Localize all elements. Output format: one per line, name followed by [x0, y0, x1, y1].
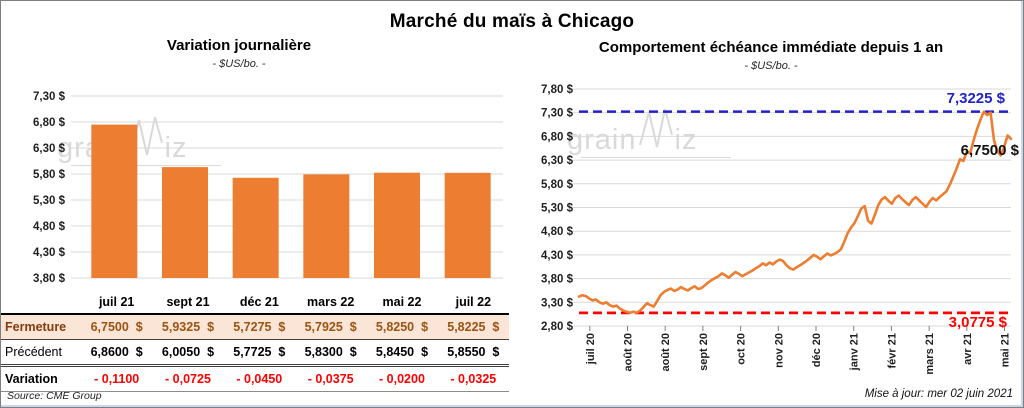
table-corner-cell [1, 290, 81, 315]
table-header-cell: sept 21 [152, 290, 224, 315]
watermark-text: iz [674, 124, 698, 156]
y-axis-label: 2,80 $ [541, 321, 574, 333]
bar-sept 21 [162, 167, 208, 278]
table-value-cell: - 0,0725 [152, 365, 224, 392]
y-axis-label: 6,80 $ [541, 131, 574, 143]
window-edge [1, 405, 1023, 407]
y-axis-label: 4,80 $ [33, 221, 66, 233]
y-axis-label: 5,30 $ [541, 203, 574, 215]
x-axis-label: juil 20 [585, 333, 597, 365]
x-axis-label: déc 20 [811, 333, 823, 367]
table-value-cell: 6,0050 $ [152, 339, 224, 367]
line-chart: 2,80 $ 3,30 $ 3,80 $ 4,30 $ 4,80 $ 5,30 $ 5,80… [541, 84, 1013, 375]
y-axis-label: 4,30 $ [541, 250, 574, 262]
x-axis-label: août 20 [660, 333, 672, 372]
x-axis-label: nov 20 [773, 333, 785, 368]
table-value-cell: 5,8300 $ [294, 339, 367, 367]
watermark-underline [71, 164, 221, 166]
table-value-cell: 5,9325 $ [152, 314, 224, 340]
table-value-cell: 5,7925 $ [294, 314, 367, 340]
table-value-cell: 5,8550 $ [437, 339, 509, 367]
futures-table: juil 21 sept 21 déc 21 mars 22 mai 22 juil 22… [1, 290, 509, 392]
bar-chart-title: Variation journalière [166, 37, 312, 54]
row-label: Précédent [1, 339, 81, 367]
y-axis-label: 6,30 $ [541, 155, 574, 167]
table-value-cell: 5,8225 $ [437, 314, 509, 340]
table-header-row: juil 21 sept 21 déc 21 mars 22 mai 22 juil 22 [1, 290, 509, 315]
y-axis-label: 7,80 $ [541, 84, 574, 96]
table-header-cell: mai 22 [366, 290, 438, 315]
table-value-cell: 5,8250 $ [366, 314, 438, 340]
bar-juil 22 [444, 172, 491, 278]
y-axis-label: 5,80 $ [33, 169, 66, 181]
table-row-fermeture: Fermeture 6,7500 $5,9325 $5,7275 $5,7925 … [1, 314, 509, 340]
y-axis-label: 3,80 $ [33, 273, 66, 285]
x-axis-label: oct 20 [736, 333, 748, 365]
table-body: Fermeture 6,7500 $5,9325 $5,7275 $5,7925 … [1, 314, 509, 392]
y-axis-label: 3,30 $ [541, 297, 574, 309]
table-value-cell: - 0,0375 [294, 365, 367, 392]
max-price-label: 7,3225 $ [946, 90, 1005, 107]
y-axis-label: 3,80 $ [541, 274, 574, 286]
y-axis-label: 7,30 $ [541, 108, 574, 120]
table-value-cell: - 0,0450 [223, 365, 295, 392]
x-axis-label: avr 21 [962, 333, 974, 365]
bar-chart-subtitle: - $US/bo. - [212, 58, 266, 70]
table-value-cell: 6,8600 $ [81, 339, 153, 367]
table-header-cell: juil 22 [437, 290, 509, 315]
x-axis-label: sept 20 [698, 333, 710, 371]
price-series-line [577, 110, 1013, 314]
table-value-cell: 6,7500 $ [81, 314, 153, 340]
zigzag-w-icon [638, 108, 673, 148]
table-value-cell: 5,8450 $ [366, 339, 438, 367]
x-axis-label: août 20 [623, 333, 635, 372]
table-value-cell: 5,7725 $ [223, 339, 295, 367]
x-axis-label: mars 21 [924, 333, 936, 375]
bar-juil 21 [91, 124, 138, 278]
updated-note: Mise à jour: mer 02 juin 2021 [864, 388, 1013, 400]
y-axis-label: 4,30 $ [33, 247, 66, 259]
table-value-cell: - 0,0325 [437, 365, 509, 392]
bar-déc 21 [232, 177, 279, 278]
line-chart-title: Comportement échéance immédiate depuis 1… [598, 39, 944, 56]
y-axis-label: 5,80 $ [541, 179, 574, 191]
table-value-cell: 5,7275 $ [223, 314, 295, 340]
bar-mai 22 [374, 172, 420, 278]
x-axis-label: janv 21 [849, 333, 861, 371]
table-row-variation: Variation - 0,1100- 0,0725- 0,0450- 0,037… [1, 365, 509, 392]
table-header-cell: mars 22 [294, 290, 367, 315]
x-axis-label: mai 21 [1000, 333, 1012, 367]
table-value-cell: - 0,0200 [366, 365, 438, 392]
table-header-cell: déc 21 [223, 290, 295, 315]
table-head: juil 21 sept 21 déc 21 mars 22 mai 22 juil 22 [1, 290, 509, 315]
row-label: Fermeture [1, 314, 81, 340]
min-price-label: 3,0775 $ [948, 314, 1007, 331]
last-price-label: 6,7500 $ [960, 142, 1019, 159]
watermark-underline [581, 156, 731, 158]
bar-chart-plot: 3,80 $ 4,30 $ 4,80 $ 5,30 $ 5,80 $ 6,30 $ 6,80… [33, 91, 503, 285]
row-label: Variation [1, 365, 81, 392]
y-axis-label: 6,80 $ [33, 117, 66, 129]
table-header-cell: juil 21 [81, 290, 153, 315]
x-axis-label: févr 21 [886, 333, 898, 368]
y-axis-label: 5,30 $ [33, 195, 66, 207]
page-title: Marché du maïs à Chicago [389, 11, 635, 32]
table-row-précédent: Précédent 6,8600 $6,0050 $5,7725 $5,8300 … [1, 339, 509, 367]
line-chart-plot: 2,80 $ 3,30 $ 3,80 $ 4,30 $ 4,80 $ 5,30 $ 5,80… [541, 84, 1013, 375]
source-note: Source: CME Group [7, 390, 102, 402]
watermark-text: grain [567, 124, 637, 156]
y-axis-label: 7,30 $ [33, 91, 66, 103]
table-value-cell: - 0,1100 [81, 365, 153, 392]
bar-mars 22 [303, 174, 350, 278]
bar-chart: 3,80 $ 4,30 $ 4,80 $ 5,30 $ 5,80 $ 6,30 $ 6,80… [33, 91, 503, 285]
y-axis-label: 6,30 $ [33, 143, 66, 155]
window-edge [1021, 1, 1023, 407]
y-axis-label: 4,80 $ [541, 226, 574, 238]
line-chart-subtitle: - $US/bo. - [744, 60, 798, 72]
grainwiz-watermark: grain iz [567, 107, 731, 158]
